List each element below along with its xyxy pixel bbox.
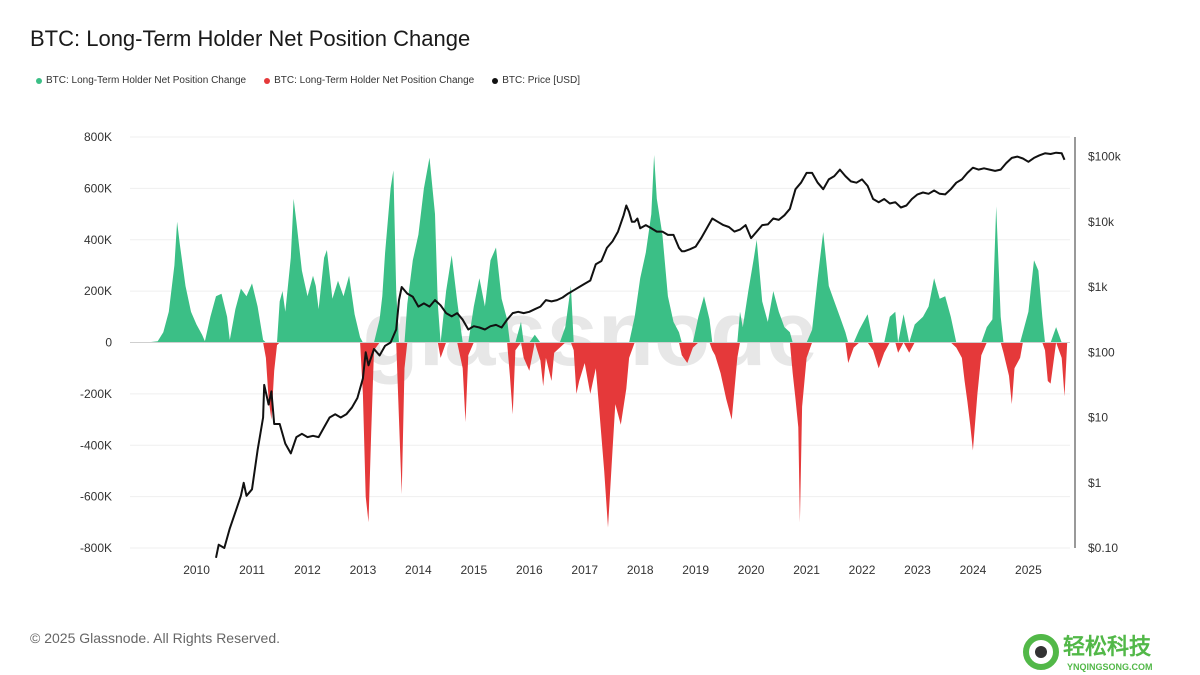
y-left-tick-label: 600K <box>84 181 112 195</box>
y-left-tick-label: -600K <box>80 490 112 504</box>
x-tick-label: 2019 <box>682 563 709 577</box>
x-tick-label: 2021 <box>793 563 820 577</box>
x-tick-label: 2011 <box>239 563 265 577</box>
brand-logo: 轻松科技 YNQINGSONG.COM <box>1023 634 1153 672</box>
x-tick-label: 2018 <box>627 563 654 577</box>
y-right-tick-label: $10 <box>1088 411 1108 425</box>
y-left-tick-label: 400K <box>84 233 112 247</box>
y-left-tick-label: -400K <box>80 438 112 452</box>
chart-title: BTC: Long-Term Holder Net Position Chang… <box>30 26 471 51</box>
y-right-tick-label: $1k <box>1088 280 1108 294</box>
positive-area <box>146 155 1068 343</box>
brand-name: 轻松科技 <box>1063 634 1152 660</box>
legend-dot-price <box>492 77 499 84</box>
legend-label-price: BTC: Price [USD] <box>502 75 580 86</box>
brand-url: YNQINGSONG.COM <box>1067 662 1153 672</box>
y-right-tick-label: $0.10 <box>1088 541 1118 555</box>
x-tick-label: 2025 <box>1015 563 1042 577</box>
x-tick-label: 2020 <box>738 563 765 577</box>
legend: BTC: Long-Term Holder Net Position Chang… <box>36 75 580 86</box>
legend-dot-red <box>264 77 271 84</box>
y-right-tick-label: $100 <box>1088 345 1115 359</box>
x-tick-label: 2010 <box>183 563 210 577</box>
y-right-tick-label: $1 <box>1088 476 1102 490</box>
x-tick-label: 2016 <box>516 563 543 577</box>
negative-area <box>146 342 1068 528</box>
legend-item-price[interactable]: BTC: Price [USD] <box>492 75 580 86</box>
y-left-tick-label: 200K <box>84 284 112 298</box>
y-right-tick-label: $10k <box>1088 215 1115 229</box>
legend-item-green[interactable]: BTC: Long-Term Holder Net Position Chang… <box>36 75 246 86</box>
brand-logo-ring-icon <box>1023 634 1059 670</box>
brand-logo-eye-icon <box>1035 646 1047 658</box>
y-left-tick-label: -200K <box>80 387 112 401</box>
x-tick-label: 2012 <box>294 563 321 577</box>
y-right-tick-label: $100k <box>1088 150 1122 164</box>
price-line <box>215 151 1066 559</box>
x-tick-label: 2023 <box>904 563 931 577</box>
y-left-tick-label: 800K <box>84 130 112 144</box>
legend-dot-green <box>36 77 42 84</box>
y-left-tick-label: -800K <box>80 541 112 555</box>
copyright-text: © 2025 Glassnode. All Rights Reserved. <box>30 630 281 646</box>
x-tick-label: 2022 <box>849 563 876 577</box>
x-tick-label: 2014 <box>405 563 432 577</box>
legend-label-red: BTC: Long-Term Holder Net Position Chang… <box>274 75 475 86</box>
y-left-tick-label: 0 <box>105 336 112 350</box>
x-tick-label: 2024 <box>960 563 987 577</box>
x-tick-label: 2017 <box>571 563 598 577</box>
x-tick-label: 2013 <box>350 563 377 577</box>
legend-label-green: BTC: Long-Term Holder Net Position Chang… <box>46 75 247 86</box>
legend-item-red[interactable]: BTC: Long-Term Holder Net Position Chang… <box>264 75 474 86</box>
x-tick-label: 2015 <box>460 563 487 577</box>
